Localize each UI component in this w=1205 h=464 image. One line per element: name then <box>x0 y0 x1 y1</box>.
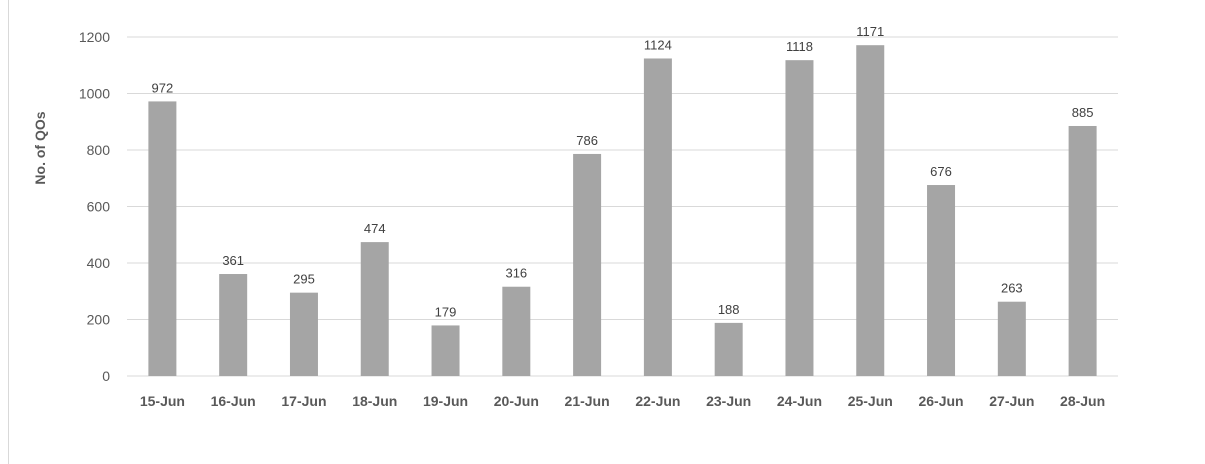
x-tick-label: 28-Jun <box>1060 393 1105 409</box>
x-tick-label: 20-Jun <box>494 393 539 409</box>
data-label: 1171 <box>856 24 884 39</box>
bar <box>714 322 743 376</box>
bar <box>997 301 1026 376</box>
data-label: 295 <box>293 272 315 287</box>
bar <box>502 286 531 376</box>
bar <box>785 60 814 376</box>
y-tick-label: 1200 <box>79 29 110 45</box>
data-label: 474 <box>364 221 386 236</box>
data-label: 263 <box>1001 281 1023 296</box>
data-label: 676 <box>930 164 952 179</box>
y-tick-label: 0 <box>102 368 110 384</box>
bar <box>431 325 460 376</box>
x-tick-label: 19-Jun <box>423 393 468 409</box>
x-tick-label: 16-Jun <box>211 393 256 409</box>
y-tick-label: 1000 <box>79 86 110 102</box>
x-tick-label: 24-Jun <box>777 393 822 409</box>
data-label: 188 <box>718 302 740 317</box>
x-tick-label: 15-Jun <box>140 393 185 409</box>
bar <box>289 292 318 376</box>
x-tick-label: 26-Jun <box>918 393 963 409</box>
data-labels: 972 361 295 474 179 316 786 1124 188 1118 1171 676 2… <box>152 24 1094 319</box>
bar <box>360 242 389 376</box>
data-label: 885 <box>1072 105 1094 120</box>
data-label: 179 <box>435 304 457 319</box>
data-label: 361 <box>222 253 244 268</box>
data-label: 1118 <box>786 39 813 54</box>
bar <box>927 185 956 376</box>
x-tick-label: 23-Jun <box>706 393 751 409</box>
y-axis-ticks: 0 200 400 600 800 1000 1200 <box>79 29 110 384</box>
bar <box>219 274 248 376</box>
y-tick-label: 600 <box>87 199 111 215</box>
y-tick-label: 800 <box>87 142 111 158</box>
data-label: 1124 <box>644 37 672 52</box>
gridlines <box>127 36 1118 377</box>
left-divider <box>8 0 9 464</box>
bar <box>643 58 672 376</box>
bar <box>1068 125 1097 376</box>
x-axis-labels: 15-Jun 16-Jun 17-Jun 18-Jun 19-Jun 20-Jun 21-J… <box>140 393 1105 409</box>
bar <box>148 101 177 376</box>
bars <box>148 45 1097 376</box>
x-tick-label: 22-Jun <box>635 393 680 409</box>
y-axis-title: No. of QOs <box>32 111 48 184</box>
bar <box>573 153 602 376</box>
x-tick-label: 25-Jun <box>848 393 893 409</box>
x-tick-label: 18-Jun <box>352 393 397 409</box>
data-label: 972 <box>152 80 174 95</box>
x-tick-label: 27-Jun <box>989 393 1034 409</box>
y-tick-label: 400 <box>87 255 111 271</box>
data-label: 316 <box>505 266 527 281</box>
x-tick-label: 21-Jun <box>565 393 610 409</box>
data-label: 786 <box>576 133 598 148</box>
y-tick-label: 200 <box>87 312 111 328</box>
x-tick-label: 17-Jun <box>281 393 326 409</box>
bar <box>856 45 885 376</box>
